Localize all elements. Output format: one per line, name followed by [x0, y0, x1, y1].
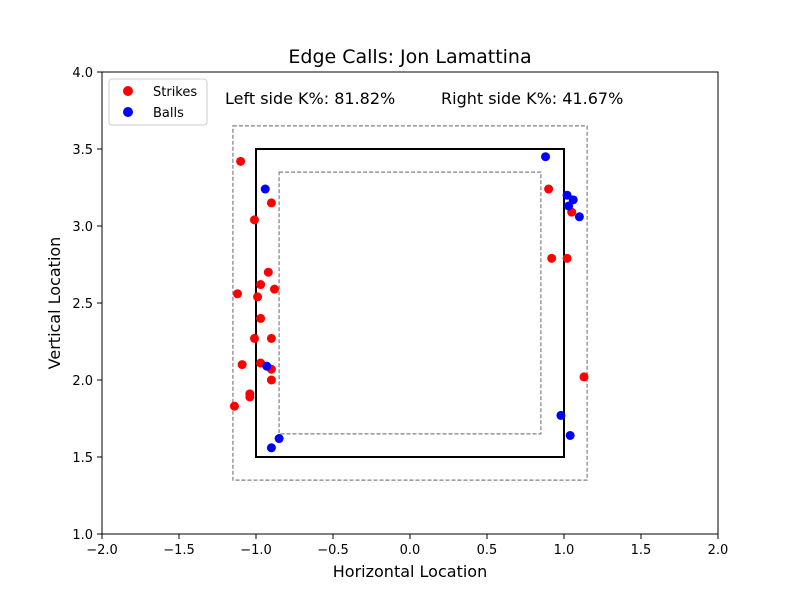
balls-point: [541, 152, 551, 162]
balls-point: [556, 410, 566, 420]
outer-zone-rect: [232, 125, 588, 481]
strikes-point: [266, 375, 276, 385]
x-tick-label: −1.0: [240, 543, 272, 558]
strikes-point: [245, 392, 255, 402]
y-tick-label: 2.0: [72, 374, 93, 389]
strikes-point: [256, 313, 266, 323]
balls-point: [262, 361, 272, 371]
x-axis: −2.0 −1.5 −1.0 −0.5 0.0 0.5 1.0 1.5 2.0: [86, 534, 728, 558]
balls-point: [260, 184, 270, 194]
y-tick-label: 3.5: [72, 143, 93, 158]
points-layer: [229, 152, 589, 453]
strike-zone-rect: [255, 148, 565, 458]
strikes-point: [263, 267, 273, 277]
y-tick-label: 4.0: [72, 66, 93, 81]
left-side-k-annotation: Left side K%: 81.82%: [225, 89, 395, 108]
x-tick-label: −1.5: [163, 543, 195, 558]
strikes-point: [236, 156, 246, 166]
strikes-point: [229, 401, 239, 411]
balls-point: [564, 201, 574, 211]
y-tick-label: 2.5: [72, 297, 93, 312]
x-tick-label: 1.5: [631, 543, 652, 558]
y-tick-label: 1.5: [72, 451, 93, 466]
y-axis-label: Vertical Location: [45, 237, 64, 370]
legend-label-balls: Balls: [153, 106, 184, 121]
strikes-point: [237, 360, 247, 370]
strikes-point: [562, 253, 572, 263]
x-tick-label: 0.0: [400, 543, 421, 558]
legend-marker-strikes: [123, 86, 133, 96]
right-side-k-annotation: Right side K%: 41.67%: [441, 89, 623, 108]
x-tick-label: 2.0: [708, 543, 729, 558]
strikes-point: [269, 284, 279, 294]
balls-point: [574, 212, 584, 222]
strikes-point: [544, 184, 554, 194]
strikes-point: [249, 333, 259, 343]
chart-title: Edge Calls: Jon Lamattina: [288, 46, 531, 68]
balls-point: [562, 190, 572, 200]
x-tick-label: −2.0: [86, 543, 118, 558]
legend-box: [108, 78, 208, 126]
balls-point: [565, 430, 575, 440]
strikes-point: [547, 253, 557, 263]
strikes-point: [253, 292, 263, 302]
x-tick-label: 0.5: [477, 543, 498, 558]
strikes-point: [256, 280, 266, 290]
legend-marker-balls: [123, 107, 133, 117]
strikes-point: [233, 289, 243, 299]
x-axis-label: Horizontal Location: [333, 562, 487, 581]
y-axis: 1.0 1.5 2.0 2.5 3.0 3.5 4.0: [72, 66, 102, 543]
balls-point: [266, 443, 276, 453]
strikes-point: [266, 198, 276, 208]
y-tick-label: 1.0: [72, 528, 93, 543]
zones-layer: [232, 125, 588, 481]
balls-point: [274, 434, 284, 444]
inner-zone-rect: [278, 171, 542, 435]
x-tick-label: 1.0: [554, 543, 575, 558]
strikes-point: [266, 333, 276, 343]
strikes-point: [579, 372, 589, 382]
strikes-point: [249, 215, 259, 225]
legend-label-strikes: Strikes: [153, 85, 197, 100]
legend: Strikes Balls: [108, 78, 208, 126]
x-tick-label: −0.5: [317, 543, 349, 558]
balls-point: [568, 195, 578, 205]
y-tick-label: 3.0: [72, 220, 93, 235]
